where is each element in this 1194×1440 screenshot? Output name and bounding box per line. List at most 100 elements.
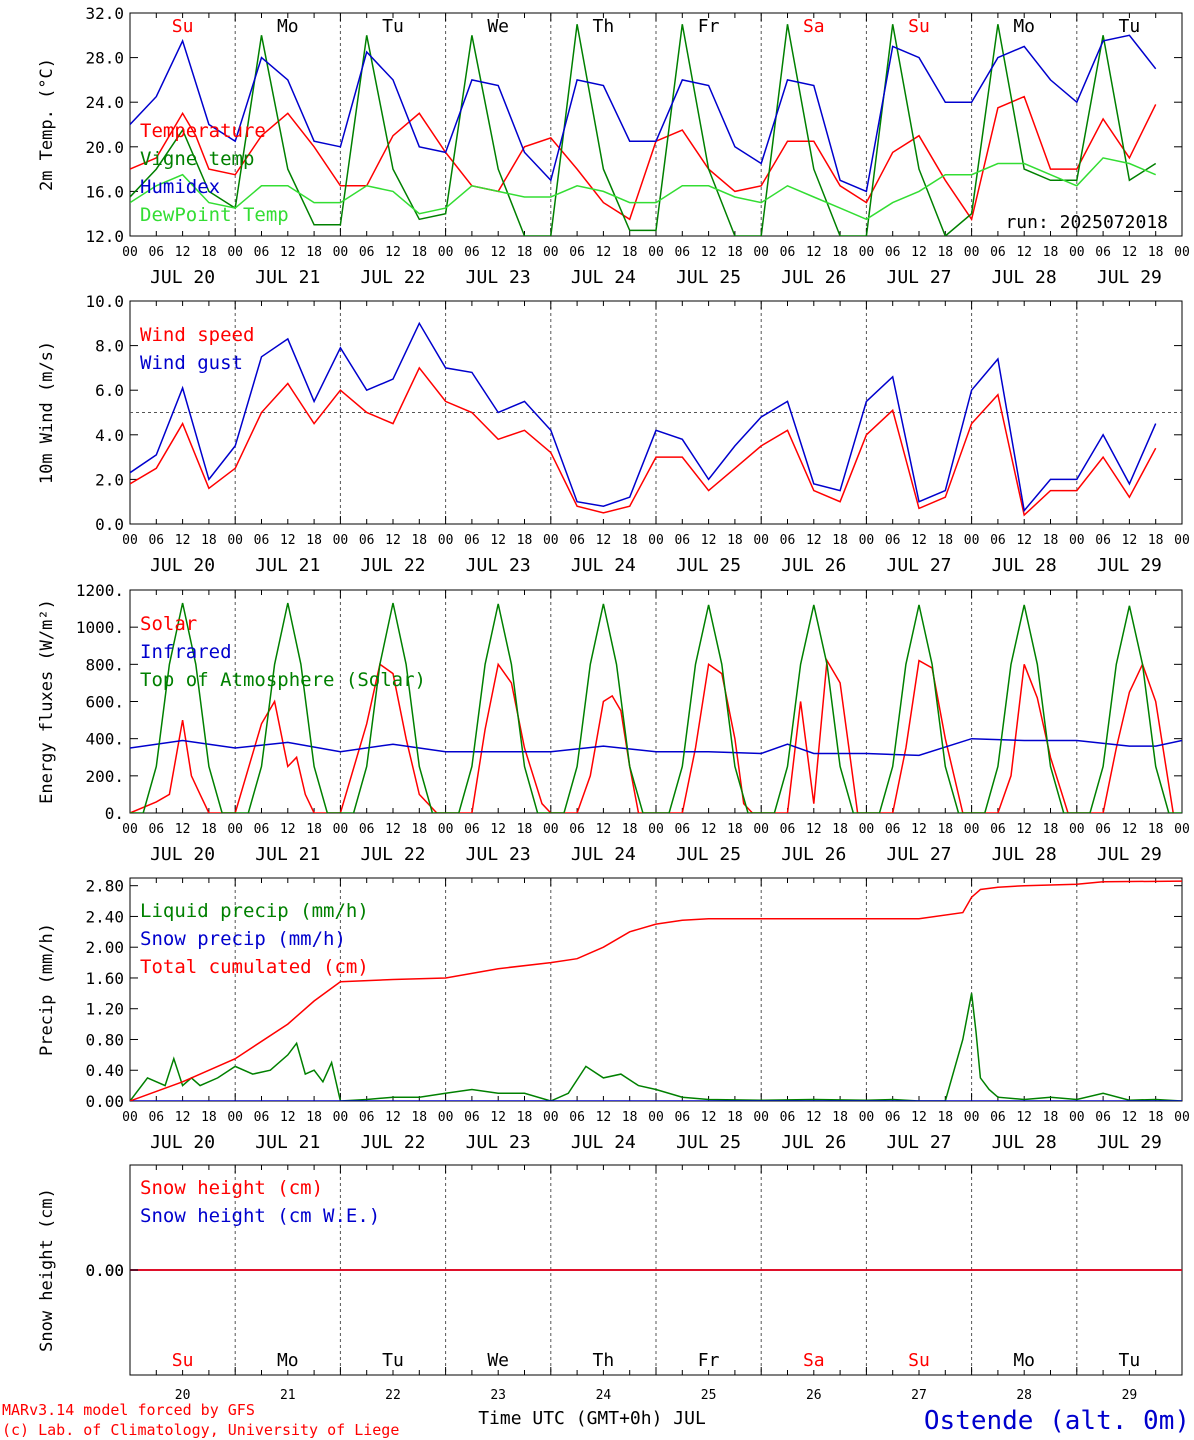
panel-1 bbox=[129, 12, 1183, 237]
x-hour-label: 18 bbox=[411, 822, 427, 837]
x-hour-label: 06 bbox=[359, 245, 375, 260]
x-hour-label: 12 bbox=[596, 245, 612, 260]
x-hour-label: 00 bbox=[333, 1110, 349, 1125]
x-hour-label: 12 bbox=[175, 245, 191, 260]
x-hour-label: 00 bbox=[859, 1110, 875, 1125]
legend-entry: DewPoint Temp bbox=[140, 204, 289, 226]
legend-entry: Top of Atmosphere (Solar) bbox=[140, 669, 426, 691]
legend-entry: Wind speed bbox=[140, 324, 254, 346]
x-hour-label: 06 bbox=[254, 245, 270, 260]
x-hour-label: 06 bbox=[674, 533, 690, 548]
y-tick-label: 8.0 bbox=[95, 337, 124, 356]
x-hour-label: 12 bbox=[1016, 245, 1032, 260]
day-number: 24 bbox=[596, 1388, 612, 1403]
y-tick-label: 600. bbox=[85, 693, 124, 712]
x-date-label: JUL 22 bbox=[360, 555, 425, 576]
day-number: 27 bbox=[911, 1388, 927, 1403]
x-hour-label: 06 bbox=[1095, 533, 1111, 548]
x-hour-label: 00 bbox=[1069, 533, 1085, 548]
x-hour-label: 06 bbox=[569, 822, 585, 837]
y-tick-label: 0.00 bbox=[85, 1261, 124, 1280]
weekday-label-top: Tu bbox=[382, 16, 404, 37]
x-hour-label: 06 bbox=[990, 533, 1006, 548]
x-hour-label: 18 bbox=[201, 533, 217, 548]
weekday-label-top: We bbox=[487, 16, 509, 37]
x-hour-label: 12 bbox=[806, 533, 822, 548]
y-tick-label: 1200. bbox=[76, 581, 124, 600]
legend-entry: Wind gust bbox=[140, 352, 243, 374]
run-label: run: 2025072018 bbox=[1005, 212, 1168, 233]
x-hour-label: 00 bbox=[753, 822, 769, 837]
x-hour-label: 18 bbox=[622, 533, 638, 548]
series-line-liquid-precip-mm-h- bbox=[130, 993, 1182, 1101]
x-hour-label: 18 bbox=[517, 245, 533, 260]
series-line-top-of-atmosphere-solar- bbox=[130, 602, 1182, 813]
x-date-label: JUL 24 bbox=[571, 844, 636, 865]
x-hour-label: 06 bbox=[148, 533, 164, 548]
day-number: 25 bbox=[701, 1388, 717, 1403]
x-date-label: JUL 27 bbox=[886, 267, 951, 288]
y-tick-label: 0. bbox=[105, 804, 124, 823]
x-date-label: JUL 21 bbox=[255, 1132, 320, 1153]
x-hour-label: 12 bbox=[280, 245, 296, 260]
weekday-label-top: Sa bbox=[803, 16, 825, 37]
y-tick-label: 2.40 bbox=[85, 907, 124, 926]
x-hour-label: 18 bbox=[622, 1110, 638, 1125]
credit-line-1: MARv3.14 model forced by GFS bbox=[2, 1401, 255, 1419]
x-date-label: JUL 26 bbox=[781, 267, 846, 288]
y-tick-label: 16.0 bbox=[85, 182, 124, 201]
x-hour-label: 12 bbox=[596, 822, 612, 837]
x-hour-label: 18 bbox=[201, 245, 217, 260]
x-hour-label: 00 bbox=[753, 1110, 769, 1125]
x-hour-label: 00 bbox=[648, 245, 664, 260]
y-tick-label: 2.0 bbox=[95, 470, 124, 489]
weekday-label-bottom: Su bbox=[908, 1350, 930, 1371]
x-date-label: JUL 27 bbox=[886, 844, 951, 865]
x-hour-label: 06 bbox=[1095, 822, 1111, 837]
y-axis-label: 2m Temp. (°C) bbox=[37, 58, 57, 191]
x-hour-label: 06 bbox=[780, 1110, 796, 1125]
x-hour-label: 18 bbox=[1148, 1110, 1164, 1125]
x-hour-label: 12 bbox=[596, 1110, 612, 1125]
x-hour-label: 18 bbox=[411, 533, 427, 548]
x-hour-label: 18 bbox=[727, 533, 743, 548]
x-date-label: JUL 29 bbox=[1097, 844, 1162, 865]
y-tick-label: 800. bbox=[85, 655, 124, 674]
weekday-label-top: Su bbox=[908, 16, 930, 37]
x-hour-label: 12 bbox=[911, 822, 927, 837]
x-hour-label: 18 bbox=[517, 822, 533, 837]
x-hour-label: 18 bbox=[937, 533, 953, 548]
y-tick-label: 6.0 bbox=[95, 381, 124, 400]
x-hour-label: 18 bbox=[1148, 533, 1164, 548]
legend-entry: Liquid precip (mm/h) bbox=[140, 900, 369, 922]
x-hour-label: 12 bbox=[1016, 533, 1032, 548]
series-line-solar bbox=[130, 658, 1174, 813]
x-hour-label: 00 bbox=[122, 533, 138, 548]
x-hour-label: 06 bbox=[359, 533, 375, 548]
x-hour-label: 18 bbox=[1043, 1110, 1059, 1125]
weekday-label-bottom: Tu bbox=[382, 1350, 404, 1371]
x-hour-label: 06 bbox=[885, 245, 901, 260]
legend-entry: Snow height (cm) bbox=[140, 1177, 323, 1199]
x-hour-label: 18 bbox=[832, 533, 848, 548]
x-hour-label: 12 bbox=[1122, 1110, 1138, 1125]
x-hour-label: 06 bbox=[464, 533, 480, 548]
y-axis-label: Precip (mm/h) bbox=[37, 923, 57, 1056]
legend-entry: Solar bbox=[140, 613, 197, 635]
legend-entry: Temperature bbox=[140, 120, 266, 142]
x-hour-label: 06 bbox=[780, 245, 796, 260]
x-hour-label: 00 bbox=[227, 533, 243, 548]
x-hour-label: 00 bbox=[543, 1110, 559, 1125]
x-hour-label: 06 bbox=[464, 1110, 480, 1125]
y-tick-label: 2.00 bbox=[85, 938, 124, 957]
weekday-label-bottom: Fr bbox=[698, 1350, 720, 1371]
weekday-label-bottom: Tu bbox=[1119, 1350, 1141, 1371]
x-hour-label: 12 bbox=[385, 533, 401, 548]
credit-line-2: (c) Lab. of Climatology, University of L… bbox=[2, 1421, 399, 1439]
x-hour-label: 00 bbox=[964, 533, 980, 548]
y-tick-label: 32.0 bbox=[85, 4, 124, 23]
weekday-label-top: Mo bbox=[1013, 16, 1035, 37]
x-hour-label: 00 bbox=[122, 822, 138, 837]
legend-entry: Infrared bbox=[140, 641, 232, 663]
